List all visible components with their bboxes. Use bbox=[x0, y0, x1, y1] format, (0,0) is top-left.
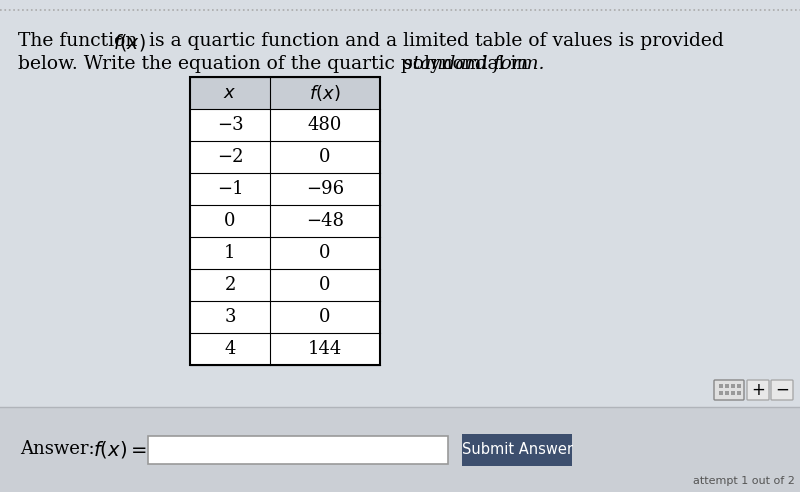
Text: −: − bbox=[775, 381, 789, 399]
Text: 480: 480 bbox=[308, 116, 342, 134]
Text: Answer:: Answer: bbox=[20, 440, 100, 459]
Text: 0: 0 bbox=[224, 212, 236, 230]
Text: −3: −3 bbox=[217, 116, 243, 134]
Text: standard form.: standard form. bbox=[403, 55, 545, 73]
Text: attempt 1 out of 2: attempt 1 out of 2 bbox=[693, 476, 795, 486]
Bar bbox=[731, 391, 735, 395]
Text: below. Write the equation of the quartic polynomial in: below. Write the equation of the quartic… bbox=[18, 55, 534, 73]
Bar bbox=[719, 384, 723, 388]
Bar bbox=[190, 205, 380, 237]
Bar bbox=[725, 391, 729, 395]
Text: Submit Answer: Submit Answer bbox=[462, 442, 573, 457]
Bar bbox=[190, 269, 380, 301]
Text: 0: 0 bbox=[319, 276, 330, 294]
Bar bbox=[190, 141, 380, 173]
Bar bbox=[0, 407, 800, 492]
Bar bbox=[148, 435, 448, 463]
Bar bbox=[737, 384, 741, 388]
Bar bbox=[731, 384, 735, 388]
Bar bbox=[190, 109, 380, 141]
Text: 1: 1 bbox=[224, 244, 236, 262]
Text: 0: 0 bbox=[319, 148, 330, 166]
Text: −2: −2 bbox=[217, 148, 243, 166]
Bar bbox=[719, 391, 723, 395]
FancyBboxPatch shape bbox=[714, 380, 744, 400]
Text: +: + bbox=[751, 381, 765, 399]
Text: The function: The function bbox=[18, 32, 143, 50]
Bar bbox=[190, 77, 380, 109]
Text: 144: 144 bbox=[308, 340, 342, 358]
Bar bbox=[190, 333, 380, 365]
Bar bbox=[737, 391, 741, 395]
Bar bbox=[190, 237, 380, 269]
Text: is a quartic function and a limited table of values is provided: is a quartic function and a limited tabl… bbox=[143, 32, 724, 50]
Bar bbox=[190, 173, 380, 205]
Text: $f(x) =$: $f(x) =$ bbox=[93, 439, 146, 460]
Bar bbox=[190, 301, 380, 333]
FancyBboxPatch shape bbox=[747, 380, 769, 400]
Text: $x$: $x$ bbox=[223, 84, 237, 102]
Text: −1: −1 bbox=[217, 180, 243, 198]
Text: 0: 0 bbox=[319, 308, 330, 326]
Bar bbox=[725, 384, 729, 388]
Text: 2: 2 bbox=[224, 276, 236, 294]
Text: $f(x)$: $f(x)$ bbox=[310, 83, 341, 103]
Text: −96: −96 bbox=[306, 180, 344, 198]
Text: 0: 0 bbox=[319, 244, 330, 262]
Text: 4: 4 bbox=[224, 340, 236, 358]
Text: $f(x)$: $f(x)$ bbox=[113, 32, 146, 53]
Bar bbox=[190, 77, 380, 365]
Text: 3: 3 bbox=[224, 308, 236, 326]
Text: −48: −48 bbox=[306, 212, 344, 230]
Bar bbox=[462, 433, 572, 465]
FancyBboxPatch shape bbox=[771, 380, 793, 400]
